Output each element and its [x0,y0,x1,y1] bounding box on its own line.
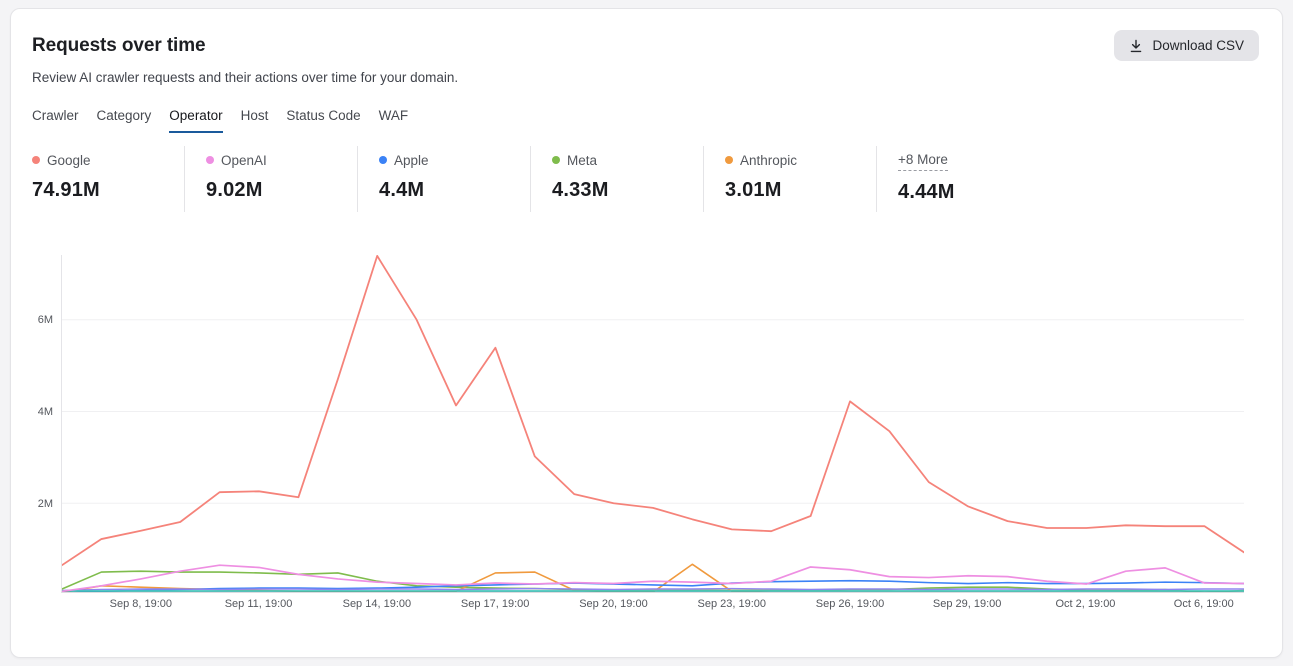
card-subtitle: Review AI crawler requests and their act… [32,70,459,85]
stat-label-text: Google [47,152,91,168]
legend-dot-icon [725,156,733,164]
x-tick-sep-29-19-00: Sep 29, 19:00 [932,598,1002,610]
operator-stats-row: Google 74.91M OpenAI 9.02M Apple 4.4M Meta 4.33… [32,146,1261,212]
stat-openai[interactable]: OpenAI 9.02M [184,146,357,212]
x-tick-sep-14-19-00: Sep 14, 19:00 [342,598,412,610]
x-tick-sep-11-19-00: Sep 11, 19:00 [224,598,293,610]
tab-category[interactable]: Category [96,108,152,123]
x-tick-oct-6-19-00: Oct 6, 19:00 [1173,598,1234,610]
stat-value: 74.91M [32,179,100,201]
x-tick-sep-8-19-00: Sep 8, 19:00 [109,598,173,610]
stat-label-text: OpenAI [221,152,267,168]
legend-dot-icon [552,156,560,164]
stat-label: +8 More [898,152,948,171]
x-axis-labels: Sep 8, 19:00 Sep 11, 19:00 Sep 14, 19:00 Se… [61,598,1244,613]
series-line-google [62,256,1244,565]
card-title: Requests over time [32,35,206,56]
x-tick-oct-2-19-00: Oct 2, 19:00 [1055,598,1116,610]
x-tick-sep-20-19-00: Sep 20, 19:00 [579,598,648,610]
legend-dot-icon [206,156,214,164]
tab-host[interactable]: Host [240,108,269,123]
stat-apple[interactable]: Apple 4.4M [357,146,530,212]
y-tick-6M: 6M [37,313,53,326]
stat-value: 9.02M [206,179,263,201]
download-icon [1129,39,1143,53]
chart-plot[interactable] [61,255,1244,593]
x-tick-sep-23-19-00: Sep 23, 19:00 [697,598,767,610]
stat-label-text: Anthropic [740,152,798,168]
stat-anthropic[interactable]: Anthropic 3.01M [703,146,876,212]
stat-value: 4.4M [379,179,425,201]
stat-label: Google [32,153,91,168]
y-axis-labels: 2M 4M 6M [32,255,61,593]
tab-status-code[interactable]: Status Code [286,108,361,123]
series-line-more-1 [62,589,1244,591]
stat-google[interactable]: Google 74.91M [32,146,184,212]
tab-operator[interactable]: Operator [169,108,223,133]
stat-label: Apple [379,153,429,168]
x-tick-sep-17-19-00: Sep 17, 19:00 [460,598,530,610]
legend-dot-icon [379,156,387,164]
download-csv-label: Download CSV [1152,38,1244,53]
series-line-apple [62,581,1244,592]
download-csv-button[interactable]: Download CSV [1114,30,1259,61]
series-line-openai [62,565,1244,591]
chart-canvas[interactable] [62,255,1244,592]
stat-8-more[interactable]: +8 More 4.44M [876,146,1049,212]
chart-dimension-tabs: Crawler Category Operator Host Status Code WA… [32,108,1261,133]
stat-label-text: Apple [394,152,429,168]
tab-crawler[interactable]: Crawler [32,108,79,123]
stat-label: Meta [552,153,597,168]
card-header: Requests over time Review AI crawler req… [32,9,1261,85]
stat-label: OpenAI [206,153,267,168]
y-tick-4M: 4M [37,405,53,418]
stat-value: 4.44M [898,181,955,203]
stat-label-text: Meta [567,152,598,168]
x-tick-sep-26-19-00: Sep 26, 19:00 [815,598,885,610]
stat-meta[interactable]: Meta 4.33M [530,146,703,212]
stat-value: 3.01M [725,179,782,201]
stat-value: 4.33M [552,179,609,201]
legend-dot-icon [32,156,40,164]
y-tick-2M: 2M [37,497,53,510]
tab-waf[interactable]: WAF [378,108,409,123]
stat-label: Anthropic [725,153,797,168]
requests-over-time-card: Requests over time Review AI crawler req… [10,8,1283,658]
stat-label-text: +8 More [898,152,948,171]
requests-chart: 2M 4M 6M Sep 8, 19:00 Sep 11, 19:00 Sep 14, … [32,255,1244,613]
